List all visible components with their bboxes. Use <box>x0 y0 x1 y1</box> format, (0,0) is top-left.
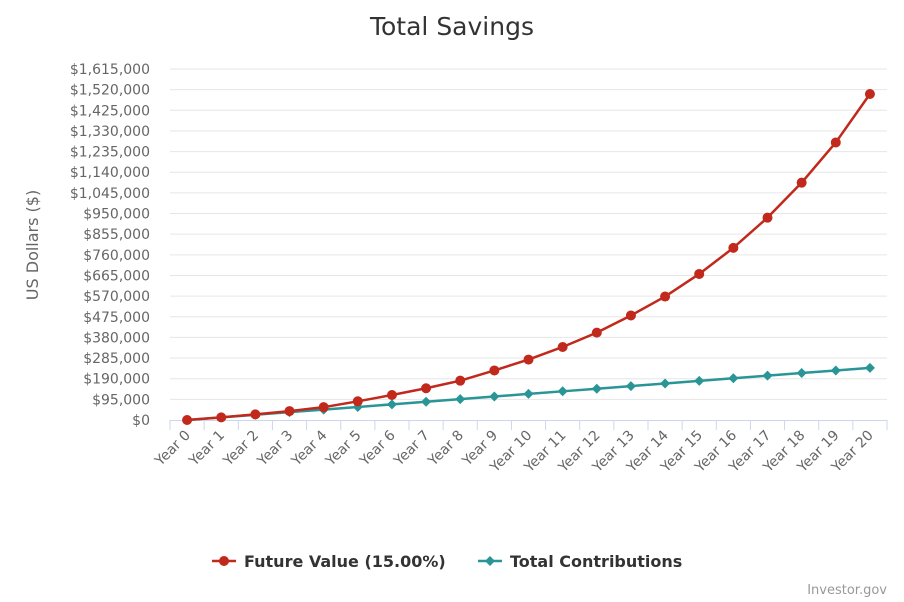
data-point[interactable] <box>250 409 261 420</box>
legend-label: Future Value (15.00%) <box>244 552 446 571</box>
y-tick-label: $0 <box>132 413 150 429</box>
x-tick-label: Year 6 <box>356 427 398 469</box>
data-point[interactable] <box>523 354 534 365</box>
x-tick-label: Year 1 <box>186 428 228 470</box>
data-point[interactable] <box>762 212 773 223</box>
data-point[interactable] <box>557 386 568 397</box>
data-point[interactable] <box>660 291 671 302</box>
chart-credit[interactable]: Investor.gov <box>807 583 887 598</box>
legend-item[interactable]: Future Value (15.00%) <box>212 552 446 571</box>
y-tick-label: $1,615,000 <box>70 62 150 78</box>
legend-item[interactable]: Total Contributions <box>478 552 682 571</box>
data-point[interactable] <box>216 412 227 423</box>
data-point[interactable] <box>557 341 568 352</box>
data-point[interactable] <box>318 402 329 413</box>
y-tick-label: $95,000 <box>92 392 150 408</box>
data-point[interactable] <box>523 388 534 399</box>
data-point[interactable] <box>489 391 500 402</box>
data-point[interactable] <box>591 383 602 394</box>
legend-marker <box>219 556 229 566</box>
data-point[interactable] <box>830 365 841 376</box>
data-point[interactable] <box>728 373 739 384</box>
data-point[interactable] <box>796 177 807 188</box>
x-tick-label: Year 4 <box>288 427 330 469</box>
y-tick-label: $1,235,000 <box>70 145 150 161</box>
data-point[interactable] <box>625 310 636 321</box>
y-tick-label: $665,000 <box>83 268 150 284</box>
chart-title: Total Savings <box>369 12 534 41</box>
x-tick-label: Year 7 <box>390 428 432 470</box>
data-point[interactable] <box>762 370 773 381</box>
y-axis-ticks: $0 $95,000 $190,000 $285,000 $380,000 $475,00… <box>70 62 150 429</box>
x-tick-label: Year 8 <box>425 428 467 470</box>
y-tick-label: $1,140,000 <box>70 165 150 181</box>
y-tick-label: $570,000 <box>83 289 150 305</box>
gridlines <box>170 68 887 400</box>
data-point[interactable] <box>386 390 397 401</box>
y-tick-label: $1,045,000 <box>70 186 150 202</box>
x-tick-label: Year 3 <box>254 428 296 470</box>
legend-marker <box>485 556 495 566</box>
y-tick-label: $950,000 <box>83 207 150 223</box>
x-tick-label: Year 0 <box>151 428 193 470</box>
y-tick-label: $1,520,000 <box>70 83 150 99</box>
series-group <box>182 88 875 425</box>
data-point[interactable] <box>694 375 705 386</box>
y-tick-label: $760,000 <box>83 248 150 264</box>
y-tick-label: $475,000 <box>83 310 150 326</box>
y-tick-label: $285,000 <box>83 351 150 367</box>
data-point[interactable] <box>386 399 397 410</box>
y-tick-label: $855,000 <box>83 227 150 243</box>
data-point[interactable] <box>352 396 363 407</box>
data-point[interactable] <box>864 362 875 373</box>
y-tick-label: $1,330,000 <box>70 124 150 140</box>
data-point[interactable] <box>694 268 705 279</box>
data-point[interactable] <box>421 383 432 394</box>
data-point[interactable] <box>728 242 739 253</box>
y-axis-label: US Dollars ($) <box>23 190 42 300</box>
data-point[interactable] <box>830 137 841 148</box>
y-tick-label: $380,000 <box>83 330 150 346</box>
data-point[interactable] <box>660 378 671 389</box>
data-point[interactable] <box>455 394 466 405</box>
y-tick-label: $1,425,000 <box>70 103 150 119</box>
x-tick-label: Year 2 <box>220 428 262 470</box>
legend-label: Total Contributions <box>510 552 682 571</box>
data-point[interactable] <box>489 365 500 376</box>
y-tick-label: $190,000 <box>83 372 150 388</box>
legend[interactable]: Future Value (15.00%) Total Contributions <box>212 552 682 571</box>
data-point[interactable] <box>591 327 602 338</box>
data-point[interactable] <box>796 368 807 379</box>
data-point[interactable] <box>864 88 875 99</box>
data-point[interactable] <box>625 381 636 392</box>
data-point[interactable] <box>421 396 432 407</box>
x-tick-label: Year 5 <box>322 428 364 470</box>
data-point[interactable] <box>284 406 295 417</box>
data-point[interactable] <box>182 415 193 425</box>
data-point[interactable] <box>455 375 466 386</box>
